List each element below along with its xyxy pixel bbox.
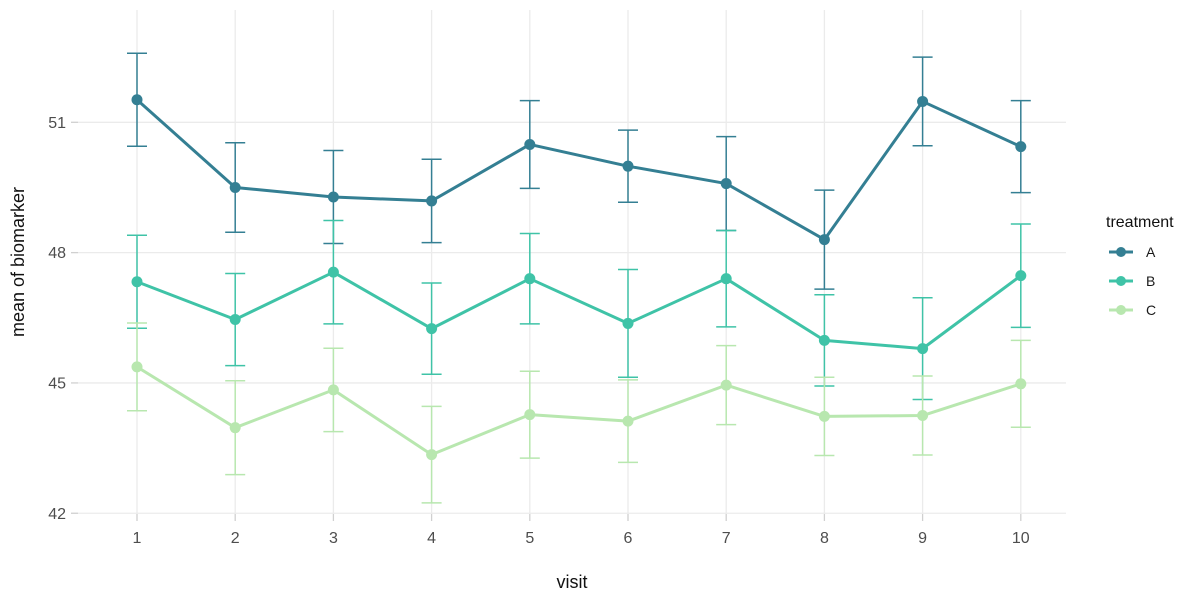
legend-item-label: C xyxy=(1146,302,1156,318)
data-point xyxy=(524,138,536,150)
x-axis-tick-label: 5 xyxy=(525,530,534,547)
data-point xyxy=(131,94,143,106)
x-axis-tick-label: 9 xyxy=(918,530,927,547)
data-point xyxy=(524,273,536,285)
series-line xyxy=(135,98,1023,242)
data-point xyxy=(622,415,634,427)
series-C xyxy=(127,322,1031,504)
y-axis-tick-label: 45 xyxy=(48,375,66,392)
x-axis-title: visit xyxy=(557,572,588,592)
legend: treatment ABC xyxy=(1106,214,1174,318)
legend-key-point xyxy=(1116,305,1126,315)
x-axis-tick-label: 7 xyxy=(722,530,731,547)
data-point xyxy=(818,410,830,422)
x-axis-tick-label: 1 xyxy=(133,530,142,547)
x-axis-tick-label: 3 xyxy=(329,530,338,547)
legend-item-A: A xyxy=(1109,244,1156,260)
data-point xyxy=(818,334,830,346)
data-point xyxy=(229,314,241,326)
data-point xyxy=(229,422,241,434)
series-line xyxy=(135,270,1023,351)
data-point xyxy=(917,95,929,107)
data-point xyxy=(622,317,634,329)
legend-title: treatment xyxy=(1106,214,1174,231)
legend-item-B: B xyxy=(1109,273,1155,289)
data-point xyxy=(720,273,732,285)
data-point xyxy=(327,191,339,203)
data-point xyxy=(426,323,438,335)
legend-key-point xyxy=(1116,247,1126,257)
data-point xyxy=(917,410,929,422)
data-point xyxy=(131,361,143,373)
data-point xyxy=(131,276,143,288)
data-point xyxy=(426,195,438,207)
x-axis-tick-label: 8 xyxy=(820,530,829,547)
legend-item-C: C xyxy=(1109,302,1156,318)
data-point xyxy=(229,181,241,193)
data-point xyxy=(327,266,339,278)
x-axis-tick-label: 10 xyxy=(1012,530,1030,547)
legend-key-point xyxy=(1116,276,1126,286)
legend-item-label: A xyxy=(1146,244,1156,260)
x-axis-tick-label: 2 xyxy=(231,530,240,547)
data-point xyxy=(524,409,536,421)
data-point xyxy=(622,160,634,172)
data-point xyxy=(917,343,929,355)
data-point xyxy=(1015,270,1027,282)
legend-item-label: B xyxy=(1146,273,1155,289)
data-point xyxy=(720,178,732,190)
data-point xyxy=(720,379,732,391)
data-point xyxy=(327,384,339,396)
x-axis-tick-label: 6 xyxy=(624,530,633,547)
series-line xyxy=(135,365,1023,457)
data-point xyxy=(1015,378,1027,390)
y-axis-title: mean of biomarker xyxy=(8,187,28,337)
data-point xyxy=(818,234,830,246)
y-axis-tick-label: 42 xyxy=(48,506,66,523)
series-A xyxy=(127,52,1031,290)
x-axis-tick-label: 4 xyxy=(427,530,436,547)
y-axis-tick-label: 48 xyxy=(48,245,66,262)
y-axis-tick-label: 51 xyxy=(48,115,66,132)
data-point xyxy=(1015,141,1027,153)
series-B xyxy=(127,219,1031,401)
data-point xyxy=(426,449,438,461)
